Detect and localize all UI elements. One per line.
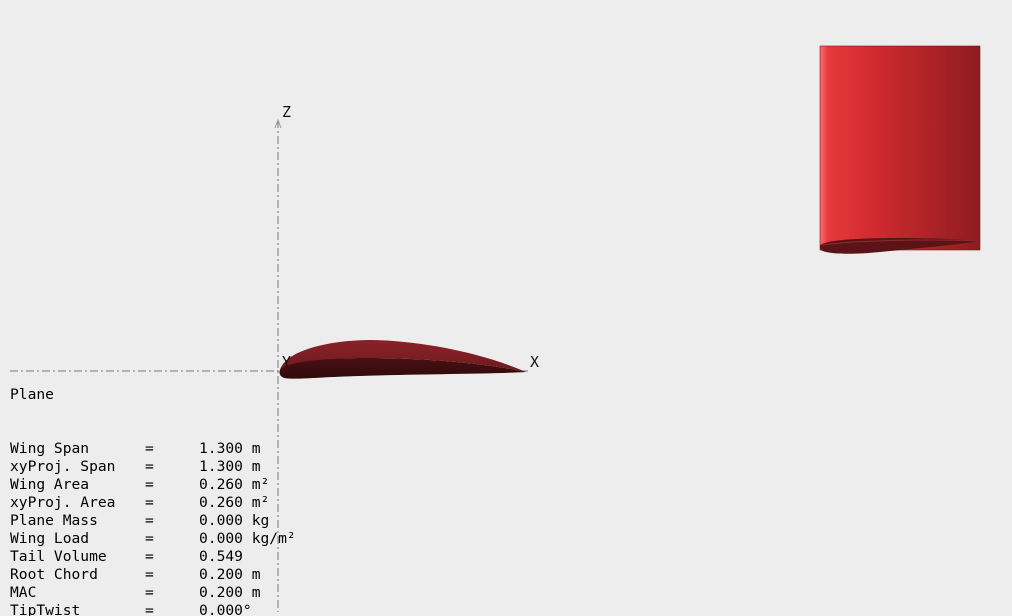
info-value: 0.000 kg/m²	[199, 530, 296, 547]
info-row: Tail Volume = 0.549	[10, 548, 296, 566]
info-separator: =	[145, 548, 154, 565]
info-row: Root Chord = 0.200 m	[10, 566, 296, 584]
info-row: TipTwist = 0.000°	[10, 602, 296, 616]
info-row: Wing Load = 0.000 kg/m²	[10, 530, 296, 548]
wing-preview-tip-highlight	[821, 239, 979, 246]
info-separator: =	[145, 494, 154, 511]
info-label: xyProj. Area	[10, 494, 116, 511]
info-label: MAC	[10, 584, 37, 601]
info-value: 0.200 m	[199, 584, 261, 601]
info-value: 0.000°	[199, 602, 252, 616]
info-value: 1.300 m	[199, 440, 261, 457]
info-rows: Wing Span = 1.300 m xyProj. Span = 1.300 m Win…	[10, 440, 296, 616]
info-value: 0.000 kg	[199, 512, 270, 529]
info-separator: =	[145, 566, 154, 583]
x-axis-label: X	[530, 353, 540, 371]
info-label: Wing Area	[10, 476, 90, 493]
info-value: 0.260 m²	[199, 494, 270, 511]
info-row: Plane Mass = 0.000 kg	[10, 512, 296, 530]
info-separator: =	[145, 512, 154, 529]
info-separator: =	[145, 476, 154, 493]
info-label: Wing Span	[10, 440, 90, 457]
info-label: Plane Mass	[10, 512, 98, 529]
info-value: 0.200 m	[199, 566, 261, 583]
info-label: Tail Volume	[10, 548, 107, 565]
y-axis-label: Y	[282, 353, 292, 371]
info-value: 0.549	[199, 548, 243, 565]
z-axis-label: Z	[282, 103, 292, 121]
airfoil-upper-surface	[280, 340, 526, 372]
info-row: xyProj. Span = 1.300 m	[10, 458, 296, 476]
info-separator: =	[145, 602, 154, 616]
wing-preview-surface	[819, 45, 981, 251]
info-label: xyProj. Span	[10, 458, 116, 475]
info-value: 0.260 m²	[199, 476, 270, 493]
plane-info-panel: Plane Wing Span = 1.300 m xyProj. Span = 1.30…	[10, 350, 296, 616]
info-value: 1.300 m	[199, 458, 261, 475]
info-label: Root Chord	[10, 566, 98, 583]
info-label: TipTwist	[10, 602, 81, 616]
info-row: xyProj. Area = 0.260 m²	[10, 494, 296, 512]
info-title: Plane	[10, 386, 54, 403]
info-separator: =	[145, 458, 154, 475]
info-label: Wing Load	[10, 530, 90, 547]
info-row: Wing Area = 0.260 m²	[10, 476, 296, 494]
info-separator: =	[145, 530, 154, 547]
info-separator: =	[145, 440, 154, 457]
info-row: MAC = 0.200 m	[10, 584, 296, 602]
info-separator: =	[145, 584, 154, 601]
info-row: Wing Span = 1.300 m	[10, 440, 296, 458]
z-axis-arrow	[274, 118, 282, 129]
airfoil-lower-surface	[279, 358, 526, 379]
